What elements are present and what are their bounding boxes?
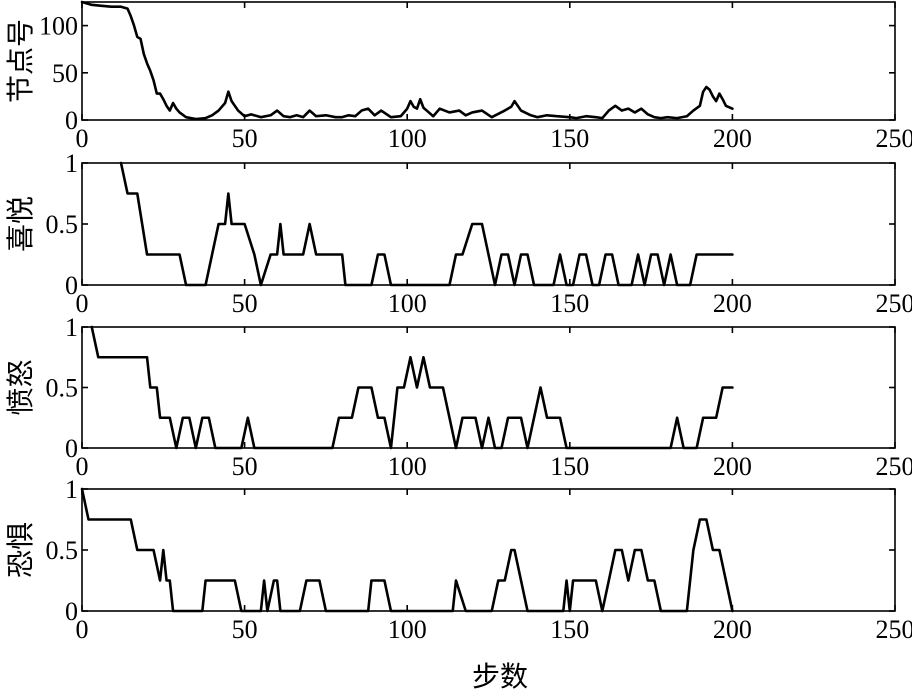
x-tick-label: 0 [76,452,89,481]
y-tick-label: 0 [65,434,78,463]
y-axis-label: 节点号 [4,19,37,103]
y-tick-label: 50 [52,59,78,88]
panel-2: 0 50 100 150 200 250 0 0.5 1 喜悦 [4,149,912,318]
y-tick-label: 0.5 [46,374,79,403]
x-tick-label: 250 [876,615,912,644]
panel-4: 0 50 100 150 200 250 0 0.5 1 恐惧 [4,475,912,644]
x-tick-label: 200 [713,289,752,318]
x-tick-label: 150 [550,124,589,153]
plot-frame [81,326,896,449]
y-tick-label: 1 [65,149,78,178]
x-tick-label: 150 [550,452,589,481]
plot-frame [81,1,896,121]
series-line [119,161,734,287]
y-axis-label: 恐惧 [4,522,37,578]
x-tick-label: 0 [76,289,89,318]
x-tick-label: 100 [388,289,427,318]
x-tick-label: 0 [76,615,89,644]
x-tick-label: 150 [550,615,589,644]
x-tick-label: 50 [232,289,258,318]
y-tick-label: 0 [65,271,78,300]
x-tick-label: 250 [876,452,912,481]
y-tick-label: 1 [65,313,78,342]
y-tick-label: 1 [65,475,78,504]
series-line [80,0,734,121]
x-tick-label: 100 [388,452,427,481]
y-tick-label: 0.5 [46,536,79,565]
series-line [90,325,734,450]
x-tick-label: 50 [232,452,258,481]
y-tick-label: 0.5 [46,210,79,239]
x-tick-label: 200 [713,452,752,481]
y-tick-label: 100 [39,12,78,41]
y-tick-label: 0 [65,106,78,135]
x-tick-label: 50 [232,124,258,153]
x-tick-label: 250 [876,289,912,318]
x-tick-label: 100 [388,124,427,153]
x-axis-label: 步数 [472,660,528,693]
y-tick-label: 0 [65,597,78,626]
x-tick-label: 100 [388,615,427,644]
x-tick-label: 250 [876,124,912,153]
y-axis-label: 喜悦 [4,196,37,252]
plot-frame [81,162,896,286]
y-axis-label: 愤怒 [4,359,37,415]
series-line [80,487,734,613]
x-tick-label: 200 [713,124,752,153]
x-tick-label: 50 [232,615,258,644]
panel-3: 0 50 100 150 200 250 0 0.5 1 愤怒 [4,313,912,481]
x-tick-label: 200 [713,615,752,644]
x-tick-label: 0 [76,124,89,153]
x-tick-label: 150 [550,289,589,318]
